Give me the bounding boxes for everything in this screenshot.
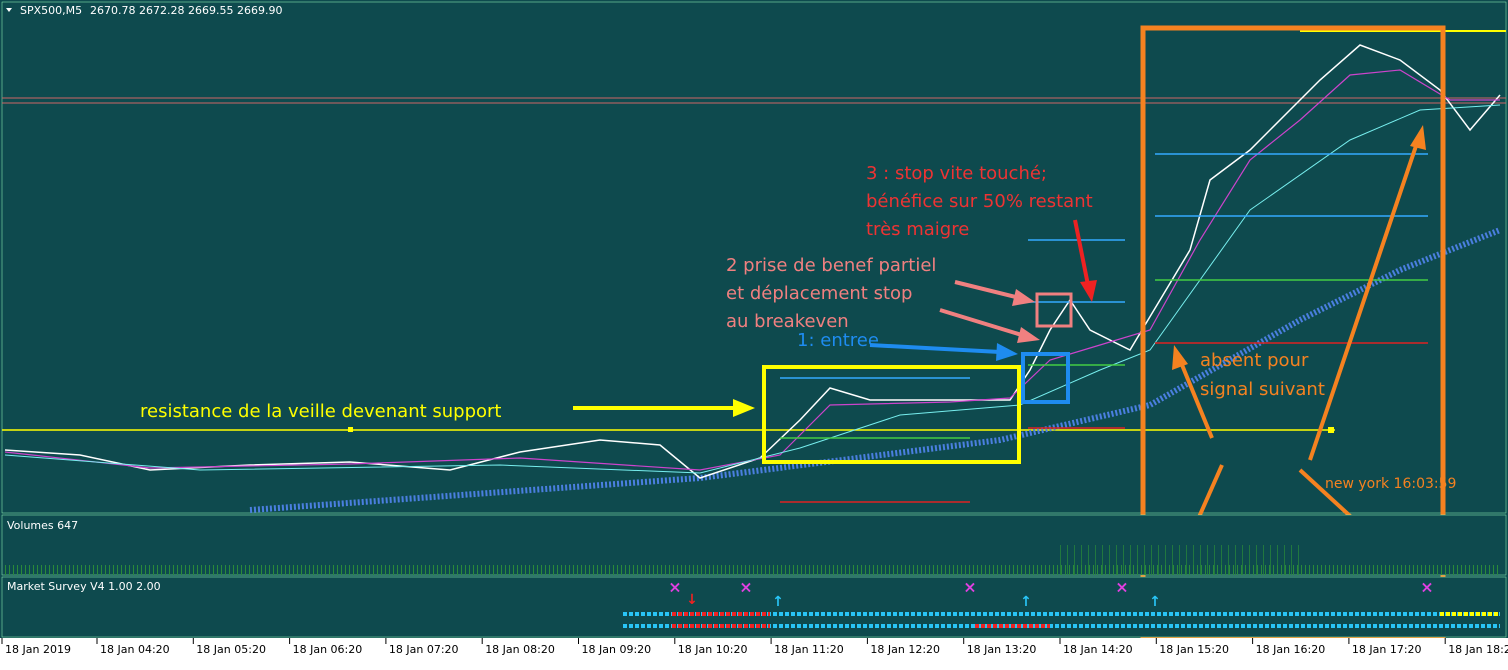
time-label: 18 Jan 12:20 xyxy=(870,643,940,656)
annotation: et déplacement stop xyxy=(726,283,912,304)
menu-arrow[interactable] xyxy=(6,8,12,12)
time-label: 18 Jan 18:2 xyxy=(1448,643,1508,656)
time-axis-labels: 18 Jan 2019 18 Jan 04:20 18 Jan 05:20 18 Ja… xyxy=(1,638,1508,656)
panel-border xyxy=(1,1,1507,514)
time-label: 18 Jan 08:20 xyxy=(485,643,555,656)
svg-text:↑: ↑ xyxy=(772,594,784,610)
annotation: 1: entree xyxy=(797,330,879,351)
survey-panel: Market Survey V4 1.00 2.00 × × × × × ↑ ↑ ↑ ↓ xyxy=(1,576,1507,638)
time-label: 18 Jan 10:20 xyxy=(678,643,748,656)
volume-panel: Volumes 647 xyxy=(1,514,1507,576)
symbol: SPX500,M5 xyxy=(20,4,82,17)
svg-text:↑: ↑ xyxy=(1149,594,1161,610)
panel-label: Market Survey V4 1.00 2.00 xyxy=(7,580,161,593)
svg-text:×: × xyxy=(739,578,752,597)
svg-text:×: × xyxy=(963,578,976,597)
annotation-group: resistance de la veille devenant support… xyxy=(140,163,1456,492)
annotation: absent pour xyxy=(1200,350,1309,371)
time-label: 18 Jan 2019 xyxy=(5,643,71,656)
entry-box xyxy=(1021,352,1070,404)
time-label: 18 Jan 11:20 xyxy=(774,643,844,656)
quote: 2670.78 2672.28 2669.55 2669.90 xyxy=(90,4,282,17)
time-axis xyxy=(0,638,1508,670)
partial-box xyxy=(1035,292,1073,328)
svg-text:↑: ↑ xyxy=(1020,594,1032,610)
time-label: 18 Jan 17:20 xyxy=(1352,643,1422,656)
time-label: 18 Jan 04:20 xyxy=(100,643,170,656)
annotation: très maigre xyxy=(866,219,969,240)
time-label: 18 Jan 06:20 xyxy=(293,643,363,656)
time-label: 18 Jan 14:20 xyxy=(1063,643,1133,656)
time-label: 18 Jan 15:20 xyxy=(1159,643,1229,656)
time-label: 18 Jan 16:20 xyxy=(1256,643,1326,656)
arrows xyxy=(573,125,1426,575)
handle xyxy=(348,427,353,432)
annotation: au breakeven xyxy=(726,311,849,332)
time-label: 18 Jan 05:20 xyxy=(196,643,266,656)
annotation: signal suivant xyxy=(1200,379,1325,400)
svg-text:×: × xyxy=(668,578,681,597)
annotation: resistance de la veille devenant support xyxy=(140,401,502,422)
time-label: 18 Jan 09:20 xyxy=(582,643,652,656)
svg-text:×: × xyxy=(1420,578,1433,597)
annotation: bénéfice sur 50% restant xyxy=(866,191,1093,212)
annotation: 3 : stop vite touché; xyxy=(866,163,1047,184)
handle xyxy=(1328,427,1334,433)
time-label: 18 Jan 07:20 xyxy=(389,643,459,656)
main-panel: SPX500,M5 2670.78 2672.28 2669.55 2669.9… xyxy=(1,1,1507,639)
moving-average xyxy=(4,69,1500,471)
highlight-box xyxy=(762,365,1021,464)
svg-text:×: × xyxy=(1115,578,1128,597)
target-lines xyxy=(780,153,1428,503)
clock: new york 16:03:59 xyxy=(1325,476,1456,492)
annotation: 2 prise de benef partiel xyxy=(726,255,936,276)
svg-text:↓: ↓ xyxy=(686,592,698,608)
time-label: 18 Jan 13:20 xyxy=(967,643,1037,656)
panel-label: Volumes 647 xyxy=(7,519,78,532)
